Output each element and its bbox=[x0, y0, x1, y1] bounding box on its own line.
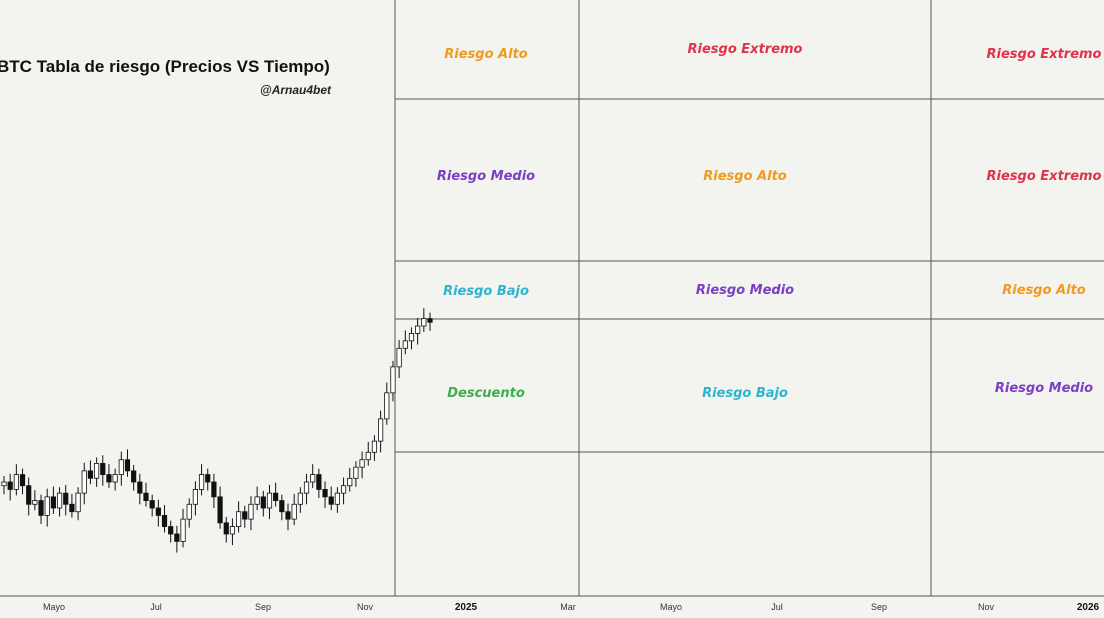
candle-body bbox=[415, 325, 421, 334]
candle-body bbox=[81, 470, 87, 494]
x-tick-label: Nov bbox=[357, 602, 374, 612]
candle-body bbox=[266, 492, 273, 509]
candle-body bbox=[112, 474, 118, 483]
candle-body bbox=[192, 489, 198, 505]
candle-body bbox=[229, 526, 236, 535]
candle-body bbox=[75, 492, 81, 513]
zone-label: Riesgo Medio bbox=[995, 381, 1093, 396]
candle-body bbox=[254, 496, 260, 505]
zone-label: Riesgo Extremo bbox=[987, 47, 1102, 62]
candle-body bbox=[217, 496, 223, 524]
candle-body bbox=[236, 511, 242, 527]
candle-body bbox=[223, 522, 229, 535]
candle-body bbox=[316, 474, 322, 490]
x-tick-label: Jul bbox=[150, 602, 162, 612]
candle-body bbox=[371, 440, 378, 453]
candle-body bbox=[205, 474, 211, 483]
candle-body bbox=[69, 503, 75, 513]
zone-label: Riesgo Alto bbox=[703, 169, 787, 184]
candle-body bbox=[291, 503, 297, 520]
candle-body bbox=[63, 492, 69, 505]
x-axis-band bbox=[0, 597, 1104, 618]
candle-body bbox=[137, 481, 143, 494]
candle-body bbox=[168, 526, 174, 535]
candle-body bbox=[87, 470, 94, 479]
candle-body bbox=[1, 481, 7, 487]
candle-body bbox=[186, 503, 192, 520]
candle-body bbox=[13, 474, 19, 490]
candle-body bbox=[408, 333, 415, 342]
x-tick-label: Sep bbox=[871, 602, 887, 612]
candle-body bbox=[211, 481, 217, 498]
candle-body bbox=[384, 392, 390, 420]
candle-body bbox=[402, 340, 408, 349]
zone-label: Riesgo Extremo bbox=[987, 169, 1102, 184]
candle-body bbox=[279, 500, 285, 513]
candle-body bbox=[347, 477, 353, 487]
candle-body bbox=[297, 492, 303, 505]
candle-body bbox=[248, 503, 254, 520]
x-tick-label: Mayo bbox=[660, 602, 682, 612]
zone-label: Riesgo Bajo bbox=[443, 284, 529, 299]
candle-body bbox=[285, 511, 291, 520]
x-tick-label: Sep bbox=[255, 602, 271, 612]
x-tick-label: Mayo bbox=[43, 602, 65, 612]
candle-body bbox=[353, 466, 359, 479]
candle-body bbox=[7, 481, 13, 490]
x-tick-label: 2026 bbox=[1077, 602, 1100, 613]
zone-label: Riesgo Medio bbox=[437, 169, 535, 184]
candle-body bbox=[106, 474, 112, 483]
candle-body bbox=[198, 474, 205, 490]
candle-body bbox=[310, 474, 316, 483]
candle-body bbox=[38, 500, 44, 516]
candle-body bbox=[303, 481, 310, 494]
candle-body bbox=[174, 533, 180, 542]
candle-body bbox=[390, 366, 396, 394]
candle-body bbox=[273, 492, 279, 501]
candle-body bbox=[260, 496, 266, 509]
candle-body bbox=[56, 492, 63, 509]
candle-body bbox=[94, 463, 100, 479]
zone-label: Descuento bbox=[447, 386, 525, 401]
zone-label: Riesgo Bajo bbox=[702, 386, 788, 401]
chart-author: @Arnau4bet bbox=[260, 83, 332, 97]
candle-body bbox=[421, 318, 427, 327]
candle-body bbox=[359, 459, 365, 468]
candle-body bbox=[131, 470, 137, 483]
candle-body bbox=[118, 459, 124, 475]
candle-body bbox=[378, 418, 384, 442]
x-tick-label: Nov bbox=[978, 602, 995, 612]
candle-body bbox=[427, 318, 433, 323]
candle-body bbox=[44, 496, 50, 516]
candle-body bbox=[124, 459, 131, 472]
candle-body bbox=[322, 489, 328, 498]
candle-body bbox=[180, 518, 186, 542]
candle-body bbox=[19, 474, 26, 487]
x-tick-label: 2025 bbox=[455, 602, 478, 613]
candle-body bbox=[155, 507, 161, 516]
x-tick-label: Mar bbox=[560, 602, 576, 612]
candle-body bbox=[340, 485, 347, 494]
chart-title: BTC Tabla de riesgo (Precios VS Tiempo) bbox=[0, 57, 330, 76]
candle-body bbox=[396, 347, 402, 368]
zone-label: Riesgo Alto bbox=[1002, 283, 1086, 298]
candle-body bbox=[242, 511, 248, 520]
candle-body bbox=[161, 515, 168, 527]
x-tick-label: Jul bbox=[771, 602, 783, 612]
candle-body bbox=[26, 485, 32, 505]
zone-label: Riesgo Medio bbox=[696, 283, 794, 298]
zone-label: Riesgo Extremo bbox=[688, 42, 803, 57]
candle-body bbox=[365, 451, 371, 461]
candle-body bbox=[328, 496, 334, 505]
zone-label: Riesgo Alto bbox=[444, 47, 528, 62]
candle-body bbox=[143, 492, 149, 501]
candle-body bbox=[334, 492, 340, 505]
candle-body bbox=[149, 500, 155, 509]
candle-body bbox=[50, 496, 56, 509]
candle-body bbox=[32, 500, 38, 505]
candle-body bbox=[100, 463, 106, 475]
